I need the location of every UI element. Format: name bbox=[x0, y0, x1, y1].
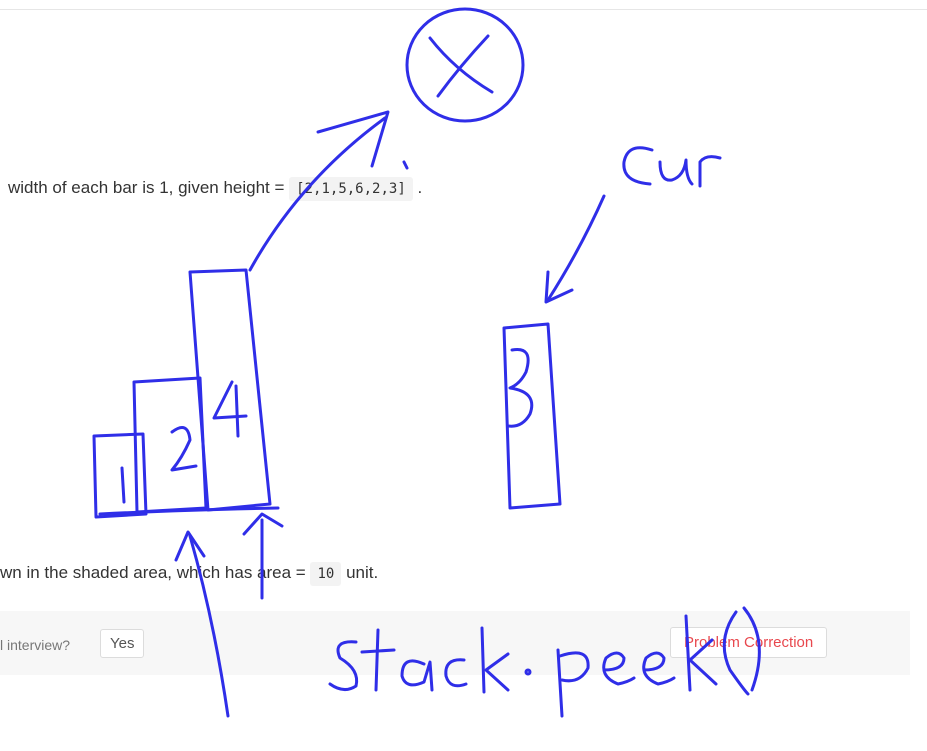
problem-text-1: width of each bar is 1, given height = bbox=[8, 178, 285, 197]
bar-4 bbox=[188, 268, 272, 512]
circled-x-annotation bbox=[405, 7, 525, 123]
bar-1 bbox=[92, 432, 148, 519]
yes-button[interactable]: Yes bbox=[100, 629, 145, 658]
bar-2 bbox=[132, 376, 208, 514]
stack-peek-annotation bbox=[328, 606, 761, 718]
problem-text-line-2: wn in the shaded area, which has area = … bbox=[0, 562, 379, 586]
problem-text-line-1: width of each bar is 1, given height = [… bbox=[8, 177, 423, 201]
problem-text-1-end: . bbox=[417, 178, 423, 197]
problem-text-2: wn in the shaded area, which has area = bbox=[0, 563, 306, 582]
height-array-code: [2,1,5,6,2,3] bbox=[289, 177, 413, 201]
cur-annotation bbox=[544, 146, 722, 304]
upward-arrows bbox=[174, 512, 284, 718]
bar-3 bbox=[502, 322, 562, 510]
interview-question: l interview? bbox=[0, 637, 71, 653]
arrow-to-circle bbox=[248, 110, 409, 272]
area-value-code: 10 bbox=[310, 562, 342, 586]
problem-text-2-end: unit. bbox=[346, 563, 379, 582]
baseline bbox=[98, 506, 280, 516]
